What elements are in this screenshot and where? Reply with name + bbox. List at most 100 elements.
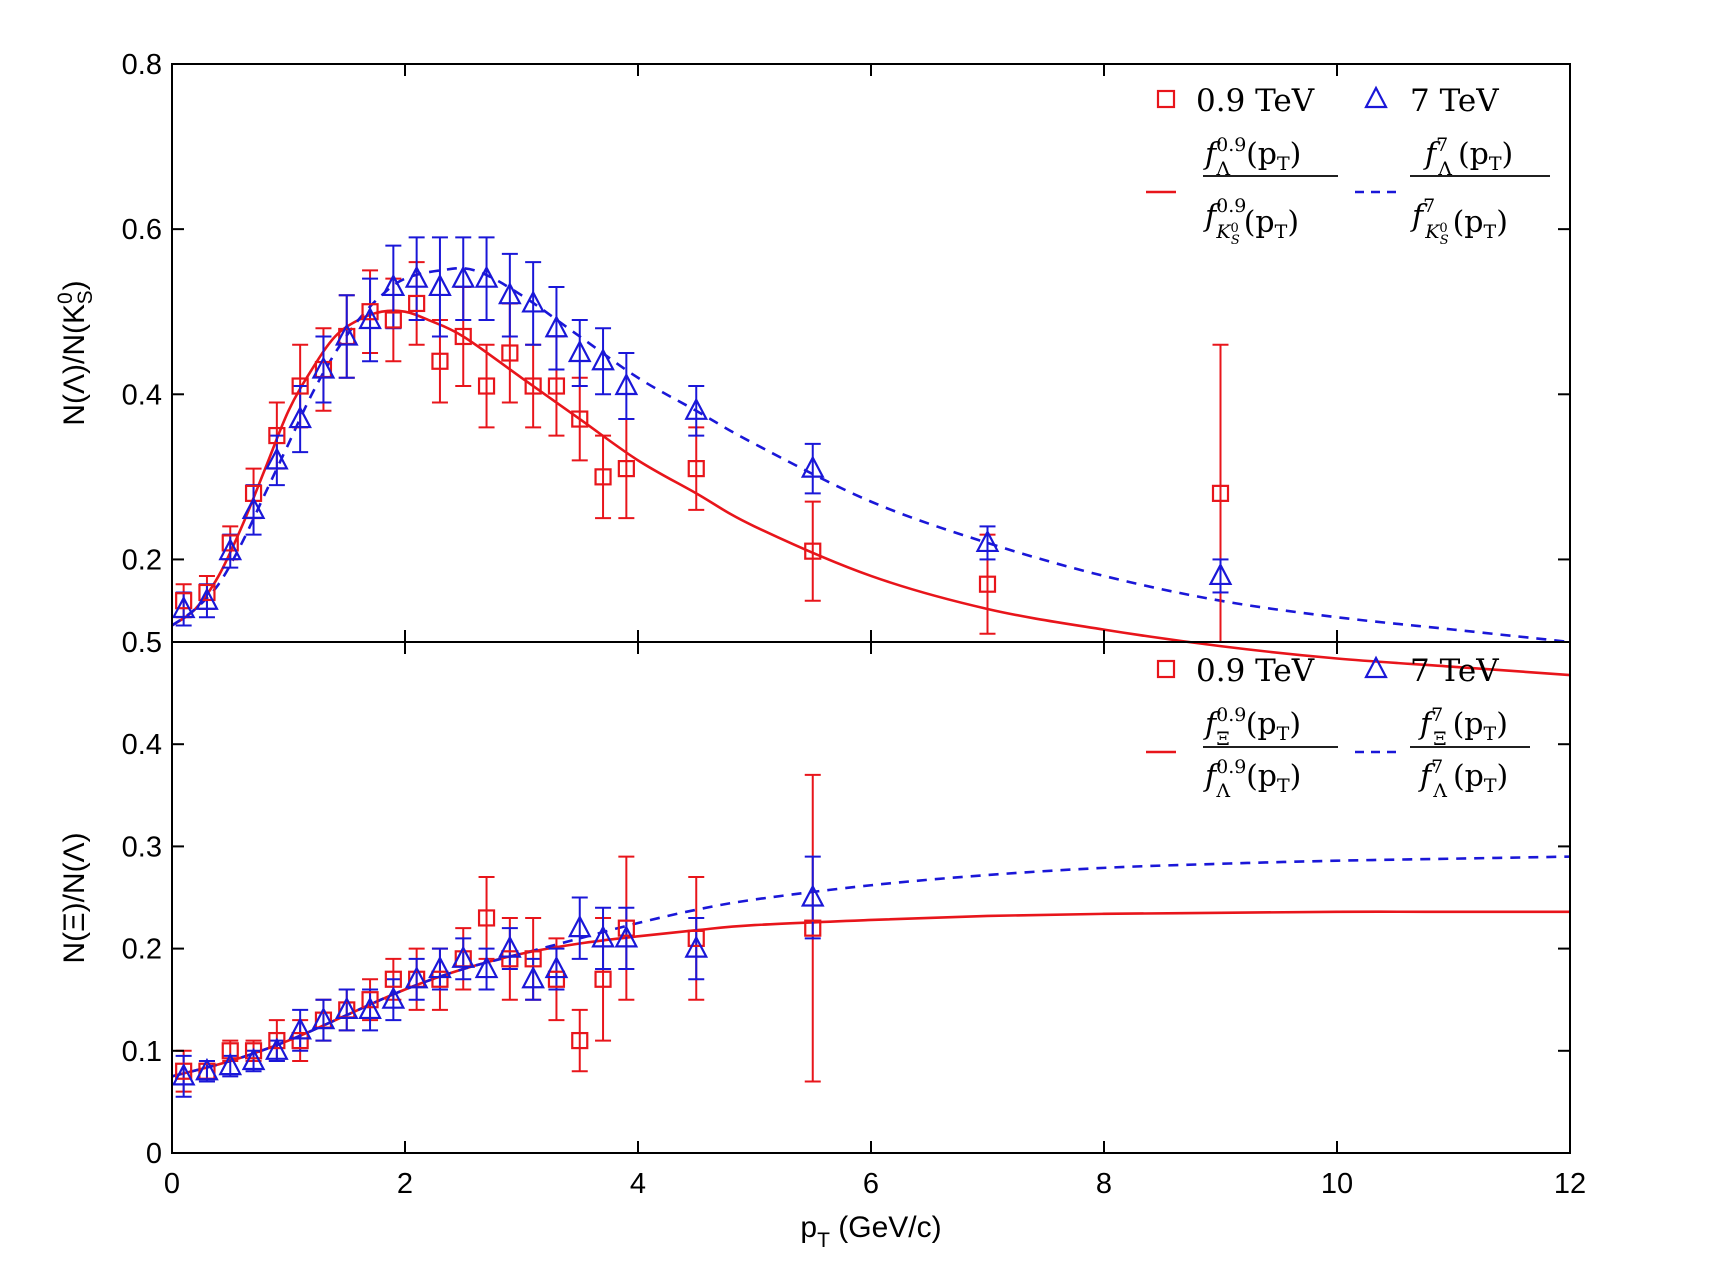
data-point-09tev: [617, 460, 635, 478]
data-point-09tev: [804, 919, 822, 937]
error-bar-7tev: [292, 385, 309, 454]
top-ylabel-text: N(Λ)/N(K: [58, 304, 91, 426]
error-bar-7tev: [525, 261, 542, 346]
data-point-7tev: [591, 347, 615, 371]
data-point-09tev: [361, 303, 379, 321]
bottom-legend: 0.9 TeV 7 TeV f0.9 Ξ (pT) f0.9 Λ (pT) f7 Ξ (pT…: [1146, 653, 1530, 802]
bottom-curve-7tev: [171, 855, 1571, 1078]
data-point-7tev: [474, 955, 499, 979]
x-tick-label: 2: [397, 1168, 413, 1200]
y-tick-label: 0: [146, 1138, 162, 1170]
data-point-7tev: [358, 996, 382, 1020]
data-point-09tev: [268, 1031, 286, 1050]
data-point-7tev: [684, 935, 709, 958]
data-point-09tev: [384, 311, 402, 329]
top-markers: [171, 265, 1233, 619]
data-point-7tev: [381, 986, 406, 1009]
top-ticks: [171, 63, 1571, 642]
data-point-7tev: [428, 955, 452, 979]
top-panel: 0.2 0.4 0.6 0.8 0.5 N(Λ)/N(K0S) 0.9 TeV 7 Te…: [54, 49, 1571, 677]
x-tick-labels: 0 2 4 6 8 10 12: [164, 1168, 1586, 1200]
x-tick-label: 10: [1321, 1168, 1353, 1200]
top-red-den: f0.9 K0 S(pT): [1203, 195, 1299, 248]
data-point-7tev: [195, 587, 219, 610]
error-bar-7tev: [595, 327, 612, 396]
data-point-7tev: [521, 965, 545, 989]
y-tick-label: 0.2: [122, 544, 162, 576]
data-point-7tev: [195, 1057, 219, 1081]
top-ylabel-sub: S: [74, 290, 97, 304]
top-legend: 0.9 TeV 7 TeV f0.9 Λ (pT) f0.9 K0 S(pT) f7 Λ(…: [1146, 83, 1550, 248]
error-bar-7tev: [548, 285, 565, 371]
bottom-legend-triangle-marker: [1364, 655, 1388, 679]
error-bar-7tev: [618, 352, 635, 421]
error-bar-7tev: [408, 236, 425, 321]
data-point-7tev: [171, 595, 196, 619]
y-tick-label: 0.4: [122, 729, 162, 761]
data-point-7tev: [591, 925, 615, 948]
data-point-09tev: [175, 592, 193, 610]
bottom-legend-blue-fraction: f7 Ξ (pT) f7 Λ (pT): [1410, 704, 1530, 802]
bottom-legend-square-marker: [1156, 659, 1176, 679]
data-point-09tev: [594, 970, 612, 988]
data-point-09tev: [571, 410, 589, 428]
bottom-markers: [171, 884, 825, 1086]
y-tick-label: 0.8: [122, 49, 162, 81]
bottom-legend-label-7: 7 TeV: [1410, 653, 1499, 689]
y-tick-label: 0.4: [122, 379, 162, 411]
data-point-7tev: [241, 1047, 266, 1071]
x-tick-label: 8: [1096, 1168, 1112, 1200]
data-point-09tev: [454, 327, 472, 346]
error-bar-7tev: [595, 906, 612, 971]
data-point-7tev: [567, 339, 592, 363]
bottom-legend-label-09: 0.9 TeV: [1196, 653, 1315, 689]
top-y-tick-labels: 0.2 0.4 0.6 0.8 0.5: [122, 49, 162, 659]
error-bar-7tev: [571, 896, 588, 960]
data-point-09tev: [408, 294, 426, 313]
data-point-7tev: [265, 446, 289, 470]
data-point-7tev: [975, 529, 1000, 553]
bottom-panel: 0 0.1 0.2 0.3 0.4 0 2 4 6 8 10 12 N(Ξ)/N(Λ) pT (Ge…: [58, 641, 1586, 1252]
data-point-7tev: [241, 496, 266, 519]
bottom-red-num: f0.9 Ξ (pT): [1203, 704, 1301, 750]
data-point-09tev: [524, 377, 542, 395]
data-point-7tev: [218, 537, 243, 561]
x-tick-label: 4: [630, 1168, 646, 1200]
data-point-7tev: [614, 372, 639, 396]
data-point-09tev: [291, 377, 309, 395]
data-point-09tev: [244, 1042, 263, 1060]
data-point-09tev: [431, 970, 449, 988]
data-point-09tev: [268, 426, 286, 445]
data-point-7tev: [451, 945, 476, 968]
error-bar-7tev: [431, 236, 448, 338]
bottom-plot-frame: [171, 641, 1571, 1154]
data-point-09tev: [547, 970, 566, 988]
top-legend-square-marker: [1156, 89, 1176, 109]
bottom-y-axis-label: N(Ξ)/N(Λ): [58, 832, 91, 963]
data-point-7tev: [498, 935, 522, 958]
error-bar-7tev: [501, 927, 518, 971]
data-point-7tev: [1208, 562, 1233, 586]
data-point-09tev: [687, 460, 705, 478]
data-point-7tev: [521, 290, 545, 313]
data-point-7tev: [567, 914, 592, 938]
data-point-7tev: [288, 405, 312, 429]
bottom-legend-red-fraction: f0.9 Ξ (pT) f0.9 Λ (pT): [1203, 704, 1338, 802]
error-bar-7tev: [548, 947, 565, 991]
error-bar-7tev: [292, 1008, 309, 1052]
top-ylabel-close: ): [58, 280, 91, 290]
data-point-7tev: [614, 925, 639, 948]
data-point-09tev: [547, 377, 566, 395]
data-point-7tev: [800, 455, 825, 478]
error-bar-7tev: [408, 957, 425, 1001]
data-point-7tev: [311, 356, 336, 379]
data-point-09tev: [571, 1031, 589, 1050]
error-bar-09tev: [804, 500, 821, 602]
data-point-7tev: [358, 306, 382, 330]
data-point-7tev: [544, 955, 569, 979]
error-bar-7tev: [362, 988, 379, 1032]
error-bar-09tev: [595, 434, 612, 520]
data-point-09tev: [477, 377, 496, 395]
top-legend-label-09: 0.9 TeV: [1196, 83, 1315, 119]
error-bar-7tev: [338, 294, 355, 379]
